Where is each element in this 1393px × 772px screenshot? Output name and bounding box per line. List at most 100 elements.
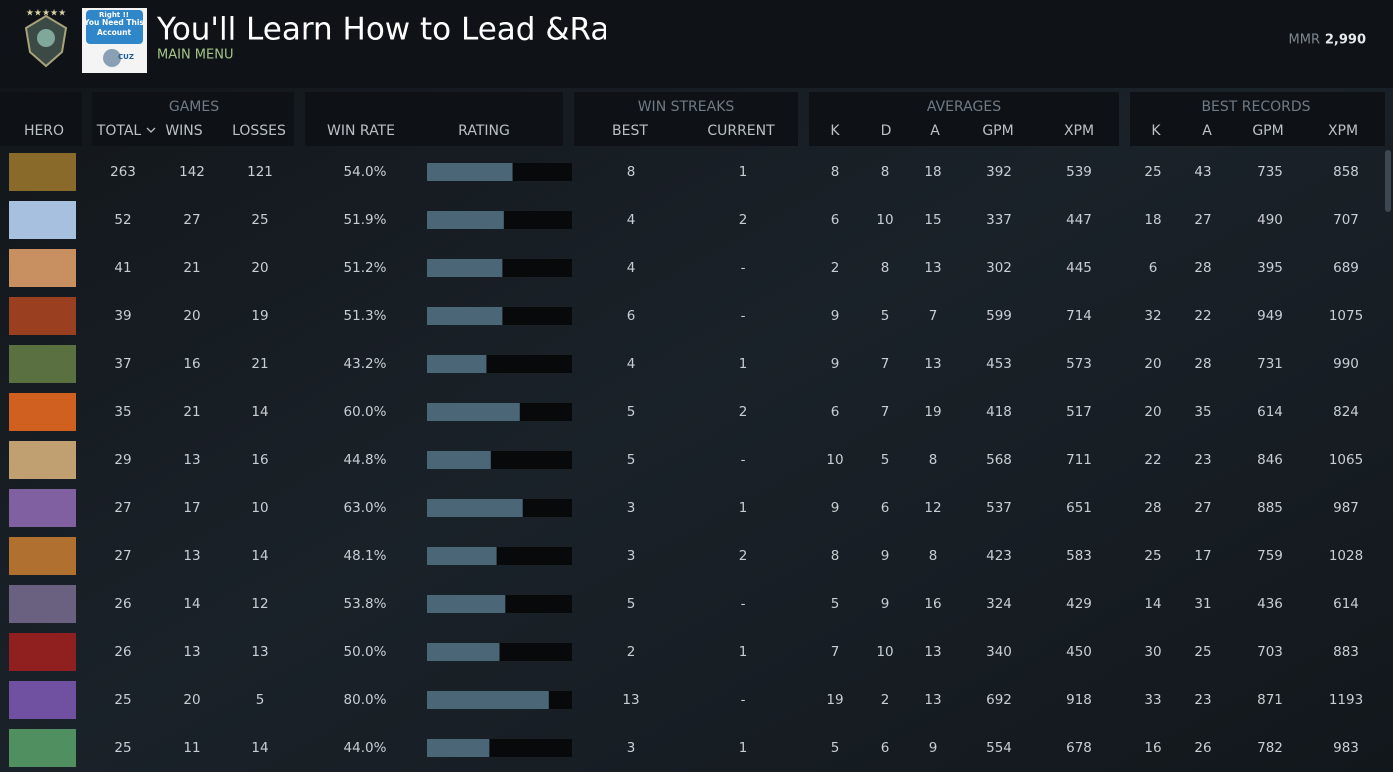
column-header[interactable]: LOSSES	[232, 123, 286, 139]
cell: 6	[1149, 260, 1158, 276]
column-header[interactable]: RATING	[458, 123, 510, 139]
cell: 1065	[1329, 452, 1363, 468]
column-header[interactable]: D	[881, 123, 892, 139]
cell: 37	[114, 356, 131, 372]
column-header[interactable]: GPM	[1252, 123, 1283, 139]
hero-portrait[interactable]	[9, 441, 76, 479]
cell: 33	[1144, 692, 1161, 708]
rating-bar	[427, 259, 503, 277]
rating-bar	[427, 163, 513, 181]
column-header[interactable]: BEST	[612, 123, 648, 139]
main-menu-link[interactable]: MAIN MENU	[157, 48, 233, 63]
column-header[interactable]: A	[930, 123, 940, 139]
cell: 22	[1194, 308, 1211, 324]
cell: 703	[1257, 644, 1283, 660]
cell: 14	[1144, 596, 1161, 612]
column-header[interactable]: XPM	[1064, 123, 1094, 139]
column-header[interactable]: CURRENT	[707, 123, 775, 139]
column-header[interactable]: A	[1202, 123, 1212, 139]
cell: -	[741, 308, 746, 324]
column-header[interactable]: WIN RATE	[327, 123, 395, 139]
hero-portrait[interactable]	[9, 345, 76, 383]
hero-portrait[interactable]	[9, 153, 76, 191]
cell: 6	[831, 212, 840, 228]
cell: 8	[831, 164, 840, 180]
cell: 10	[826, 452, 843, 468]
cell: 63.0%	[344, 500, 387, 516]
column-header[interactable]: HERO	[24, 123, 64, 139]
cell: 41	[114, 260, 131, 276]
cell: 5	[831, 740, 840, 756]
cell: 1	[739, 356, 748, 372]
cell: 302	[986, 260, 1012, 276]
cell: 8	[831, 548, 840, 564]
cell: 3	[627, 500, 636, 516]
cell: 15	[924, 212, 941, 228]
cell: 707	[1333, 212, 1359, 228]
cell: 51.3%	[344, 308, 387, 324]
cell: 43.2%	[344, 356, 387, 372]
cell: 19	[251, 308, 268, 324]
logo-text: Right !!	[99, 11, 129, 19]
cell: 13	[183, 644, 200, 660]
column-header[interactable]: WINS	[165, 123, 202, 139]
cell: 31	[1194, 596, 1211, 612]
scrollbar[interactable]	[1385, 150, 1391, 212]
hero-portrait[interactable]	[9, 489, 76, 527]
cell: 885	[1257, 500, 1283, 516]
cell: 10	[876, 644, 893, 660]
rating-bar	[427, 451, 491, 469]
cell: 8	[627, 164, 636, 180]
cell: 13	[183, 548, 200, 564]
cell: 7	[929, 308, 938, 324]
cell: 599	[986, 308, 1012, 324]
column-header[interactable]: K	[1151, 123, 1161, 139]
cell: 11	[183, 740, 200, 756]
cell: 60.0%	[344, 404, 387, 420]
cell: 324	[986, 596, 1012, 612]
hero-portrait[interactable]	[9, 201, 76, 239]
cell: 14	[251, 404, 268, 420]
cell: 28	[1194, 260, 1211, 276]
cell: 16	[183, 356, 200, 372]
cell: 13	[924, 644, 941, 660]
cell: 1	[739, 740, 748, 756]
rating-bar	[427, 211, 504, 229]
cell: 7	[831, 644, 840, 660]
mmr-value: 2,990	[1325, 33, 1366, 48]
cell: 987	[1333, 500, 1359, 516]
avatar[interactable]: Right !! You Need This Account CUZ	[82, 8, 147, 73]
cell: 80.0%	[344, 692, 387, 708]
hero-portrait[interactable]	[9, 681, 76, 719]
cell: 692	[986, 692, 1012, 708]
cell: 1193	[1329, 692, 1363, 708]
hero-portrait[interactable]	[9, 729, 76, 767]
hero-portrait[interactable]	[9, 633, 76, 671]
column-header[interactable]: GPM	[982, 123, 1013, 139]
cell: 28	[1194, 356, 1211, 372]
hero-portrait[interactable]	[9, 585, 76, 623]
cell: 25	[1144, 164, 1161, 180]
hero-portrait[interactable]	[9, 249, 76, 287]
hero-portrait[interactable]	[9, 537, 76, 575]
cell: 26	[114, 644, 131, 660]
cell: 9	[831, 500, 840, 516]
cell: 4	[627, 356, 636, 372]
cell: 883	[1333, 644, 1359, 660]
cell: 5	[627, 404, 636, 420]
cell: 53.8%	[344, 596, 387, 612]
cell: 19	[924, 404, 941, 420]
cell: 423	[986, 548, 1012, 564]
cell: 447	[1066, 212, 1092, 228]
group-header: GAMES	[169, 99, 219, 115]
cell: 263	[110, 164, 136, 180]
column-header[interactable]: XPM	[1328, 123, 1358, 139]
column-header[interactable]: K	[830, 123, 840, 139]
hero-portrait[interactable]	[9, 297, 76, 335]
cell: 25	[114, 692, 131, 708]
cell: 22	[1144, 452, 1161, 468]
column-header[interactable]: TOTAL	[96, 123, 142, 139]
cell: 121	[247, 164, 273, 180]
cell: 51.2%	[344, 260, 387, 276]
hero-portrait[interactable]	[9, 393, 76, 431]
